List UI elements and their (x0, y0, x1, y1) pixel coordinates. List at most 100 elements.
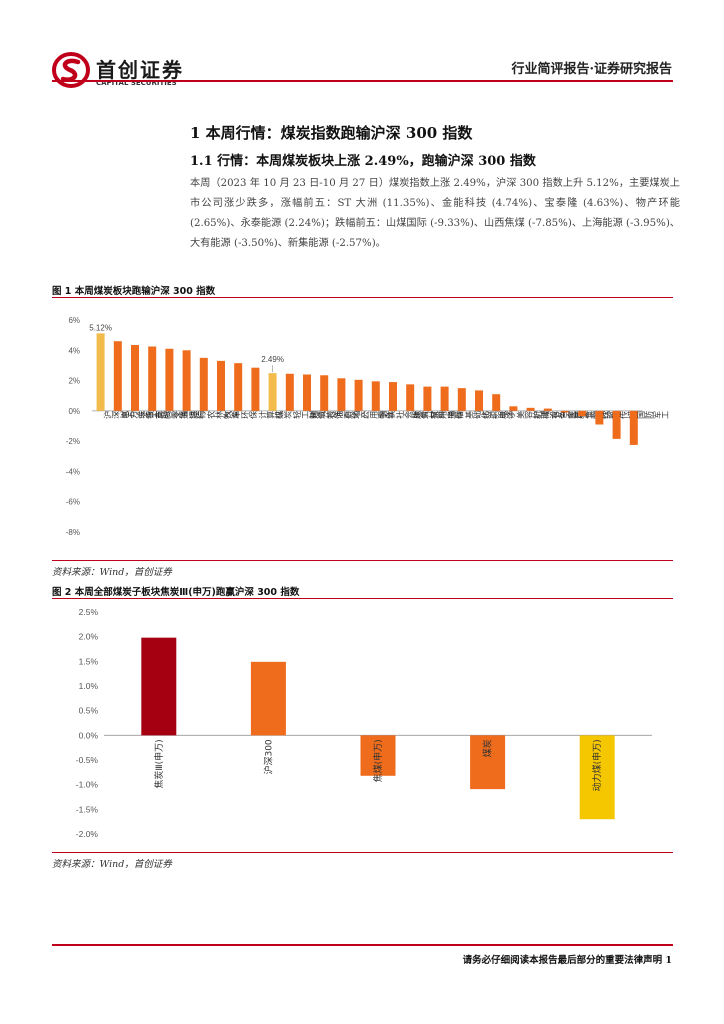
x-category-label: 动力煤(申万) (591, 739, 603, 791)
x-category-label: 基础化工 (464, 410, 497, 419)
bar (509, 406, 518, 411)
bar (354, 379, 363, 411)
subsection-heading: 1.1 行情：本周煤炭板块上涨 2.49%，跑输沪深 300 指数 (190, 154, 536, 169)
bar (612, 410, 621, 439)
x-category-label: 建筑材料 (412, 410, 446, 419)
y-tick-label: 1.5% (79, 656, 99, 666)
x-category-label: 非银金融 (137, 410, 171, 419)
legal-disclaimer: 请务必仔细阅读本报告最后部分的重要法律声明 1 (462, 955, 672, 966)
y-tick-label: 2.5% (79, 607, 99, 617)
footer-rule (52, 944, 673, 946)
x-category-label: 计算机 (257, 410, 283, 419)
figure1-bottom-rule (52, 560, 673, 561)
y-tick-label: 2% (68, 377, 80, 386)
y-tick-label: -1.5% (76, 804, 99, 814)
bar (543, 408, 552, 411)
x-category-label: 有色金属 (550, 410, 584, 419)
x-category-label: 农林牧渔 (206, 410, 239, 419)
x-category-label: 机械设备 (533, 410, 567, 419)
y-tick-label: 0.5% (79, 706, 99, 716)
x-category-label: 轻工制造 (292, 410, 326, 419)
x-category-label: 公用事业 (362, 410, 394, 419)
bar (440, 386, 449, 411)
bar (165, 348, 174, 411)
logo-english-name: CAPITAL SECURITIES (96, 79, 177, 87)
figure1-top-rule (52, 297, 673, 298)
x-category-label: 家用电器 (429, 410, 463, 419)
data-label: 5.12% (89, 323, 112, 332)
bar (251, 367, 260, 411)
y-tick-label: -6% (66, 498, 80, 507)
bar (148, 346, 157, 411)
y-tick-label: 1.0% (79, 681, 99, 691)
report-type: 行业简评报告·证券研究报告 (511, 62, 672, 77)
bar (234, 363, 243, 411)
logo-chinese-name: 首创证券 (96, 58, 184, 82)
bar (303, 374, 311, 411)
x-category-label: 钢铁 (378, 410, 396, 419)
bar (406, 384, 415, 411)
bar (423, 386, 432, 411)
bar (250, 661, 286, 736)
y-tick-label: -1.0% (76, 780, 99, 790)
y-tick-label: -8% (66, 528, 80, 537)
x-category-label: 交通运输 (171, 410, 205, 419)
x-category-label: 汽车 (223, 410, 241, 419)
x-category-label: 电力设备 (120, 410, 154, 419)
brand-logo: 首创证券 CAPITAL SECURITIES (52, 52, 192, 92)
x-category-label: 美容护理 (515, 410, 548, 419)
x-category-label: 综合 (601, 410, 619, 419)
y-tick-label: 0% (68, 407, 80, 416)
y-tick-label: 4% (68, 346, 80, 355)
x-category-label: 焦炭Ⅲ(申万) (153, 739, 165, 788)
figure2-source: 资料来源：Wind，首创证券 (52, 859, 172, 870)
bar (371, 381, 380, 411)
y-tick-label: -4% (66, 467, 80, 476)
x-category-label: 焦煤(申万) (372, 739, 384, 782)
bar (389, 382, 397, 411)
bar (492, 394, 501, 411)
x-category-label: 煤炭 (275, 410, 293, 419)
figure1-bar-chart: -8% -6% -4% -2% 0% 2% 4% 6% 沪深300 5.12% 电力设备非银金融商贸… (66, 316, 669, 537)
bar (457, 388, 466, 411)
figure1-title: 图 1 本周煤炭板块跑输沪深 300 指数 (52, 286, 216, 297)
figure2-title: 图 2 本周全部煤炭子板块焦炭Ⅲ(申万)跑赢沪深 300 指数 (52, 587, 300, 598)
bar (579, 735, 615, 820)
bar (182, 350, 191, 411)
bar (561, 410, 569, 413)
bar (578, 410, 587, 417)
bar (320, 375, 329, 411)
x-category-label: 环保 (241, 410, 258, 419)
bar (595, 410, 604, 425)
x-category-label: 通信 (447, 410, 465, 419)
x-category-label: 国防军工 (637, 410, 669, 419)
bar (285, 373, 294, 411)
x-category-label: 建筑装饰 (309, 410, 343, 419)
bar (96, 333, 105, 411)
figure2-top-rule (52, 598, 673, 599)
x-category-label: 煤炭 (482, 739, 494, 757)
bar (199, 357, 208, 411)
capital-securities-logo-icon (52, 52, 90, 88)
bar (217, 360, 225, 411)
figure1-source: 资料来源：Wind，首创证券 (52, 567, 172, 578)
x-category-label: 商贸零售 (154, 410, 188, 419)
y-tick-label: 2.0% (79, 632, 99, 642)
figure2-bar-chart: -2.0% -1.5% -1.0% -0.5% 0.0% 0.5% 1.0% 1.5% 2.0%… (76, 607, 652, 839)
y-tick-label: -2.0% (76, 829, 99, 839)
x-category-label: 沪深300 (103, 410, 135, 419)
figure2-bottom-rule (52, 852, 673, 853)
y-tick-label: -0.5% (76, 755, 99, 765)
y-tick-label: -2% (66, 437, 80, 446)
x-category-label: 房地产 (343, 410, 369, 419)
x-category-label: 传媒 (619, 410, 637, 419)
section-heading: 1 本周行情：煤炭指数跑输沪深 300 指数 (190, 124, 473, 142)
bar (526, 407, 535, 411)
x-category-label: 社会服务 (395, 410, 429, 419)
y-tick-label: 6% (68, 316, 80, 325)
x-category-label: 纺织服饰 (481, 410, 515, 419)
bar (629, 410, 638, 445)
x-category-label: 石油石化 (327, 410, 360, 419)
y-tick-label: 0.0% (79, 730, 99, 740)
bar (141, 637, 177, 736)
